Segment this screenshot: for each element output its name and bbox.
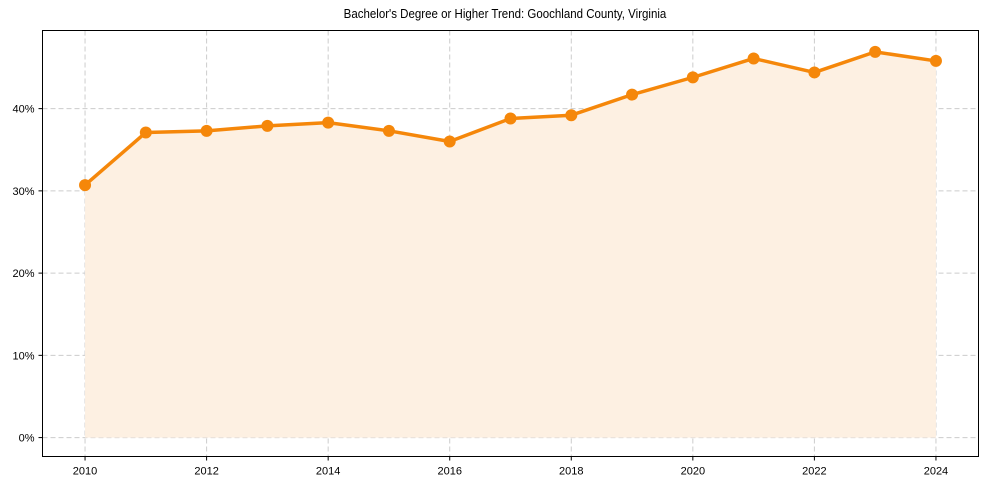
y-tick-label: 30% [12,186,34,198]
data-point-marker [382,124,395,137]
x-tick-label: 2020 [681,466,705,478]
data-point-marker [869,45,882,58]
x-tick-label: 2012 [194,466,218,478]
data-point-marker [79,179,92,192]
y-tick-label: 20% [12,268,34,280]
y-tick-label: 0% [19,433,35,445]
plot-frame [42,30,979,457]
y-axis: 0% 10% 20% 30% 40% [12,104,43,445]
x-tick-label: 2018 [559,466,583,478]
x-tick-label: 2014 [316,466,340,478]
data-point-marker [686,71,699,84]
y-tick-label: 40% [12,104,34,116]
data-point-marker [200,124,213,137]
data-point-marker [565,109,578,122]
data-point-marker [929,54,942,67]
data-markers [79,45,942,192]
x-axis: 2010 2012 2014 2016 2018 2020 2022 2024 [73,456,948,478]
area-fill [85,51,936,438]
data-point-marker [504,112,517,125]
data-point-marker [626,88,639,101]
data-point-marker [139,126,152,139]
x-tick-label: 2024 [924,466,948,478]
x-tick-label: 2016 [437,466,461,478]
x-tick-label: 2022 [802,466,826,478]
data-point-marker [261,119,274,132]
data-point-marker [808,66,821,79]
x-tick-label: 2010 [73,466,97,478]
chart-title: Bachelor's Degree or Higher Trend: Gooch… [343,7,667,21]
y-tick-label: 10% [12,350,34,362]
data-point-marker [747,52,760,65]
data-point-marker [443,135,456,148]
data-point-marker [322,116,335,129]
